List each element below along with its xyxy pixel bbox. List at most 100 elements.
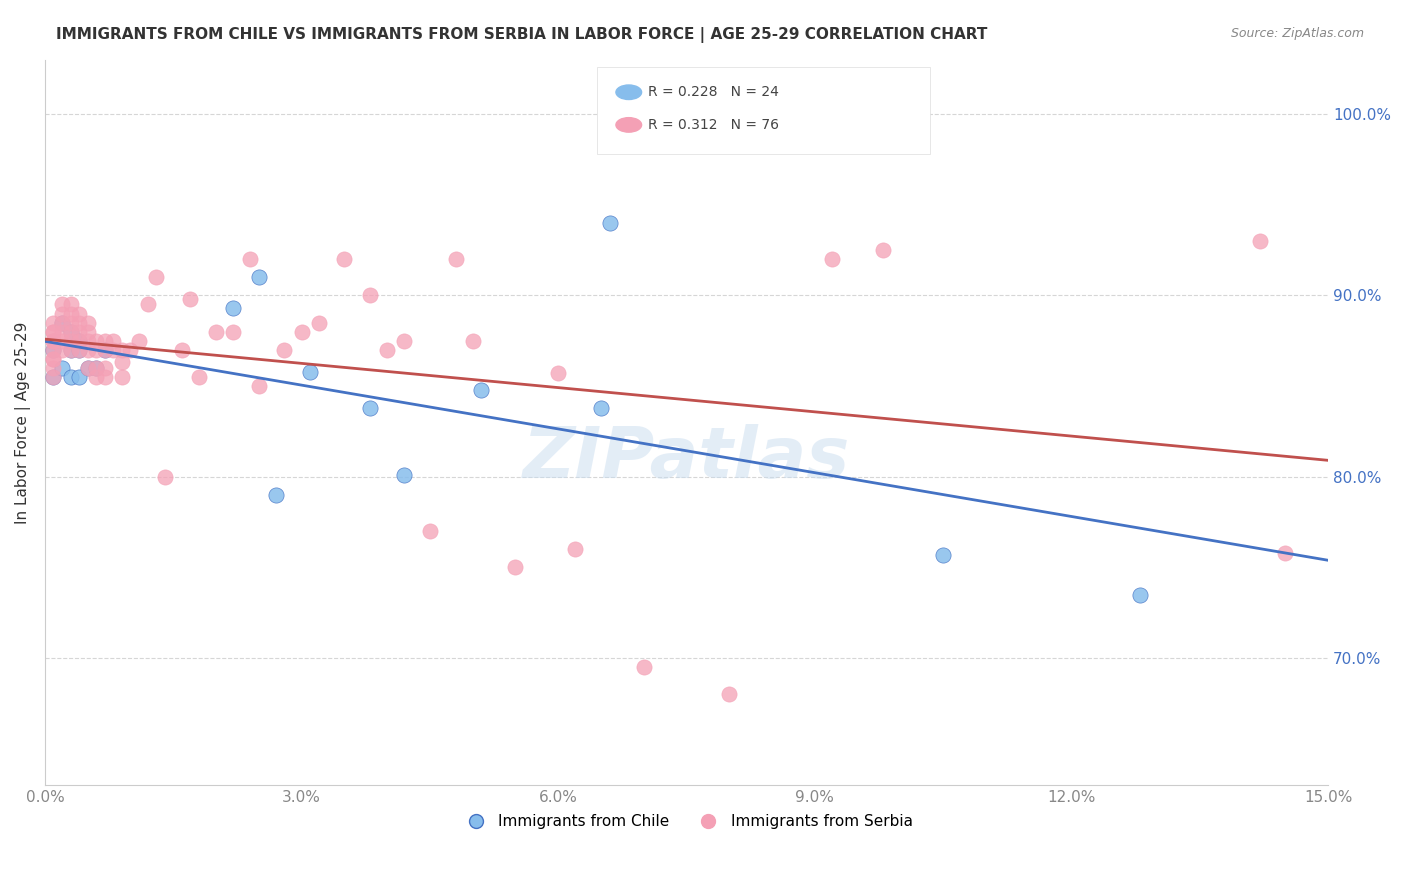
Point <box>51 316 73 330</box>
Point <box>67 343 90 357</box>
Point <box>264 488 287 502</box>
Point <box>128 334 150 348</box>
Point <box>84 334 107 348</box>
Point <box>51 325 73 339</box>
Point <box>547 367 569 381</box>
Point <box>51 343 73 357</box>
Point <box>51 360 73 375</box>
Text: R = 0.228   N = 24: R = 0.228 N = 24 <box>648 86 779 99</box>
Point <box>94 370 117 384</box>
Point <box>103 343 125 357</box>
Point <box>67 334 90 348</box>
Point <box>103 334 125 348</box>
Point <box>94 343 117 357</box>
Point <box>718 687 741 701</box>
Point <box>359 288 381 302</box>
Point <box>42 334 65 348</box>
Point <box>76 334 98 348</box>
Circle shape <box>616 118 641 132</box>
Point <box>84 370 107 384</box>
Point <box>375 343 398 357</box>
Point <box>932 548 955 562</box>
Point <box>308 316 330 330</box>
Point <box>1249 234 1271 248</box>
Point <box>84 360 107 375</box>
Point <box>290 325 312 339</box>
Text: IMMIGRANTS FROM CHILE VS IMMIGRANTS FROM SERBIA IN LABOR FORCE | AGE 25-29 CORRE: IMMIGRANTS FROM CHILE VS IMMIGRANTS FROM… <box>56 27 987 43</box>
Point <box>59 306 82 320</box>
Point <box>392 467 415 482</box>
Point <box>42 316 65 330</box>
Point <box>67 306 90 320</box>
Point <box>59 343 82 357</box>
Point <box>42 360 65 375</box>
Point <box>145 270 167 285</box>
Point <box>42 370 65 384</box>
Point <box>42 351 65 366</box>
Point <box>59 343 82 357</box>
Point <box>59 316 82 330</box>
Point <box>359 401 381 415</box>
Point <box>564 542 586 557</box>
Point <box>111 370 134 384</box>
Point <box>76 325 98 339</box>
Point <box>170 343 193 357</box>
Point <box>247 379 270 393</box>
Point <box>67 334 90 348</box>
Text: ZIPatlas: ZIPatlas <box>523 424 851 493</box>
Point <box>153 469 176 483</box>
Point <box>589 401 612 415</box>
Point <box>872 243 894 257</box>
Point <box>42 334 65 348</box>
Point <box>59 297 82 311</box>
Point <box>67 316 90 330</box>
Point <box>42 325 65 339</box>
Legend: Immigrants from Chile, Immigrants from Serbia: Immigrants from Chile, Immigrants from S… <box>454 808 920 836</box>
Point <box>51 316 73 330</box>
Point <box>419 524 441 538</box>
Circle shape <box>616 85 641 100</box>
Point <box>821 252 844 266</box>
Point <box>42 343 65 357</box>
Point <box>67 343 90 357</box>
Point <box>444 252 467 266</box>
Point <box>42 325 65 339</box>
Point <box>84 360 107 375</box>
Point <box>179 292 201 306</box>
Point <box>59 325 82 339</box>
Point <box>76 360 98 375</box>
Point <box>111 343 134 357</box>
Point <box>51 297 73 311</box>
Point <box>247 270 270 285</box>
Point <box>59 370 82 384</box>
Point <box>187 370 209 384</box>
Point <box>120 343 142 357</box>
Point <box>94 334 117 348</box>
Point <box>299 365 322 379</box>
Point <box>136 297 159 311</box>
Point <box>76 360 98 375</box>
Point <box>333 252 356 266</box>
Point <box>273 343 295 357</box>
Point <box>461 334 484 348</box>
Text: Source: ZipAtlas.com: Source: ZipAtlas.com <box>1230 27 1364 40</box>
Point <box>51 306 73 320</box>
Point <box>470 383 492 397</box>
Point <box>633 660 655 674</box>
Point <box>59 325 82 339</box>
Point <box>67 325 90 339</box>
Point <box>42 370 65 384</box>
Point <box>42 351 65 366</box>
Point <box>239 252 262 266</box>
Point <box>76 316 98 330</box>
Point <box>205 325 228 339</box>
Point <box>599 216 621 230</box>
Point <box>51 334 73 348</box>
Point <box>392 334 415 348</box>
Point <box>42 343 65 357</box>
FancyBboxPatch shape <box>596 67 931 154</box>
Point <box>94 360 117 375</box>
Point <box>94 343 117 357</box>
Point <box>505 560 527 574</box>
Point <box>67 370 90 384</box>
